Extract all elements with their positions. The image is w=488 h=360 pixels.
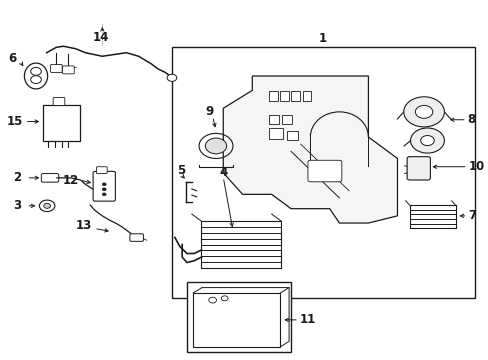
Bar bbox=[201, 221, 281, 268]
Text: 8: 8 bbox=[467, 113, 475, 126]
Text: 1: 1 bbox=[318, 32, 326, 45]
Circle shape bbox=[167, 74, 177, 81]
Polygon shape bbox=[223, 76, 397, 223]
FancyBboxPatch shape bbox=[130, 234, 143, 241]
Circle shape bbox=[43, 203, 50, 208]
Text: 6: 6 bbox=[8, 52, 17, 65]
Circle shape bbox=[208, 297, 216, 303]
FancyBboxPatch shape bbox=[93, 171, 115, 201]
Circle shape bbox=[420, 135, 433, 145]
Circle shape bbox=[414, 105, 432, 118]
Text: 4: 4 bbox=[219, 166, 227, 179]
Text: 3: 3 bbox=[13, 199, 21, 212]
Circle shape bbox=[403, 97, 444, 127]
Text: 15: 15 bbox=[7, 115, 23, 128]
Bar bbox=[280, 91, 288, 101]
FancyBboxPatch shape bbox=[407, 157, 429, 180]
Text: 14: 14 bbox=[93, 31, 109, 44]
Bar bbox=[302, 91, 311, 101]
Bar bbox=[172, 47, 474, 298]
FancyBboxPatch shape bbox=[53, 98, 65, 105]
Bar bbox=[269, 116, 278, 125]
Circle shape bbox=[221, 296, 227, 301]
FancyBboxPatch shape bbox=[62, 66, 74, 74]
Text: 11: 11 bbox=[299, 313, 315, 327]
Circle shape bbox=[102, 183, 106, 186]
Bar bbox=[186, 282, 290, 352]
Circle shape bbox=[40, 200, 55, 212]
Circle shape bbox=[102, 188, 106, 191]
Circle shape bbox=[410, 128, 444, 153]
Bar bbox=[282, 116, 291, 125]
Bar bbox=[193, 293, 280, 347]
Bar bbox=[269, 128, 282, 139]
Text: 5: 5 bbox=[176, 164, 184, 177]
FancyBboxPatch shape bbox=[307, 160, 341, 182]
Bar bbox=[43, 105, 80, 140]
Text: 10: 10 bbox=[468, 160, 484, 173]
Bar bbox=[269, 91, 277, 101]
Circle shape bbox=[205, 138, 226, 154]
Text: 2: 2 bbox=[13, 171, 21, 184]
Ellipse shape bbox=[24, 63, 47, 89]
Text: 12: 12 bbox=[62, 174, 79, 186]
Bar bbox=[291, 91, 300, 101]
FancyBboxPatch shape bbox=[41, 174, 59, 182]
Circle shape bbox=[31, 67, 41, 75]
FancyBboxPatch shape bbox=[96, 167, 107, 174]
Text: 7: 7 bbox=[468, 210, 476, 222]
Text: 13: 13 bbox=[75, 219, 91, 232]
Circle shape bbox=[102, 193, 106, 196]
FancyBboxPatch shape bbox=[50, 64, 62, 72]
Text: 9: 9 bbox=[205, 105, 213, 118]
Circle shape bbox=[31, 76, 41, 84]
Bar bbox=[286, 131, 297, 140]
